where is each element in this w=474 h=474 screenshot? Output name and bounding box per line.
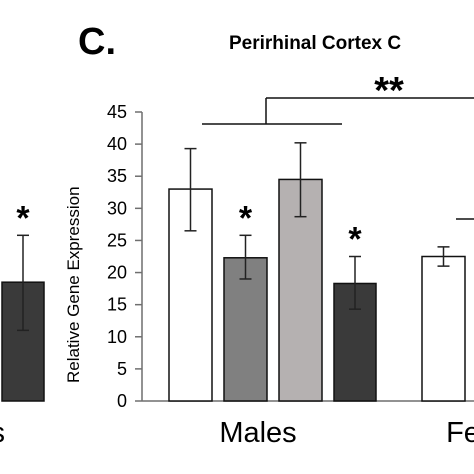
error-bars <box>17 142 450 332</box>
double-star-label: ** <box>374 70 404 112</box>
y-tick-label: 0 <box>117 391 127 411</box>
y-tick-label: 30 <box>107 198 127 218</box>
y-tick-label: 35 <box>107 166 127 186</box>
y-tick-label: 20 <box>107 263 127 283</box>
significance-star: * <box>239 199 253 237</box>
panel-letter: C. <box>78 21 116 63</box>
y-tick-label: 25 <box>107 230 127 250</box>
y-tick-label: 15 <box>107 295 127 315</box>
significance-brackets <box>202 97 474 220</box>
y-tick-label: 5 <box>117 359 127 379</box>
y-tick-label: 10 <box>107 327 127 347</box>
y-tick-label: 40 <box>107 134 127 154</box>
significance-star: * <box>348 221 362 259</box>
bar <box>421 255 466 402</box>
chart-labels: 0 5 10 15 20 25 30 35 40 45 Relative Gene Expressi… <box>0 70 474 449</box>
chart-title: Perirhinal Cortex C <box>229 33 401 54</box>
y-tick-label: 45 <box>107 102 127 122</box>
y-axis-title: Relative Gene Expression <box>64 186 83 383</box>
group-label: s <box>0 417 5 449</box>
group-label: Males <box>219 417 296 449</box>
significance-star: * <box>16 199 30 237</box>
group-label: Fe <box>446 417 474 449</box>
